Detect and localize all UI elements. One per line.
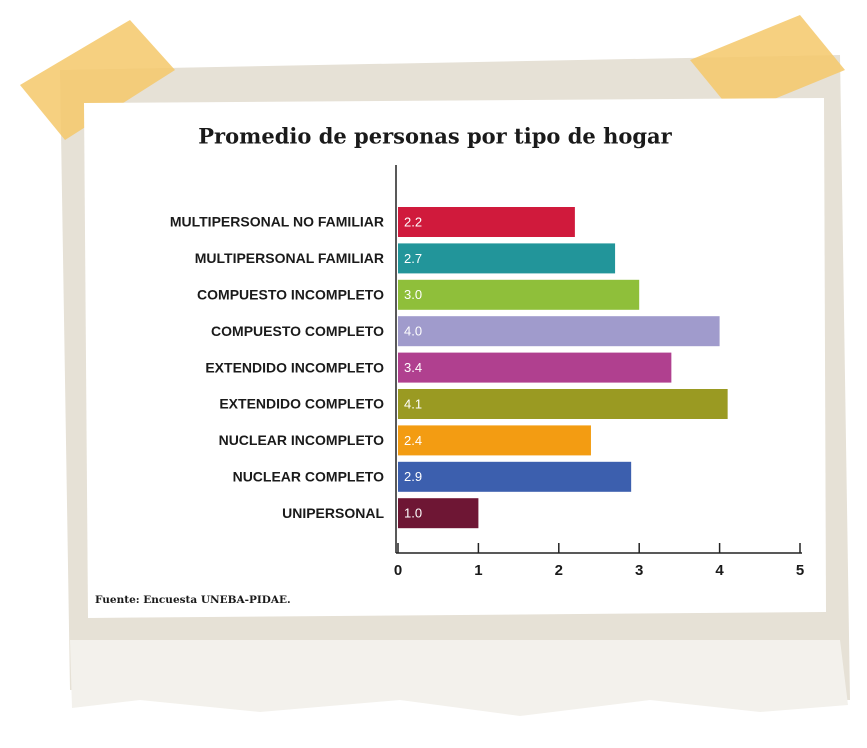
value-label: 1.0	[404, 506, 422, 521]
category-label: COMPUESTO COMPLETO	[211, 323, 384, 339]
x-tick-label: 0	[394, 562, 402, 579]
x-tick-label: 1	[474, 562, 482, 579]
value-label: 4.0	[404, 324, 422, 339]
bar	[398, 353, 671, 383]
value-label: 2.4	[404, 433, 422, 448]
torn-edge	[70, 640, 848, 716]
bar	[398, 243, 615, 273]
category-label: EXTENDIDO COMPLETO	[219, 396, 384, 412]
bar	[398, 280, 639, 310]
x-tick-label: 4	[715, 562, 724, 579]
bar	[398, 462, 631, 492]
category-label: NUCLEAR INCOMPLETO	[219, 432, 385, 448]
bar	[398, 207, 575, 237]
x-tick-label: 2	[555, 562, 563, 579]
chart-title: Promedio de personas por tipo de hogar	[198, 124, 672, 149]
bar	[398, 389, 728, 419]
x-tick-label: 3	[635, 562, 643, 579]
source-note: Fuente: Encuesta UNEBA-PIDAE.	[95, 594, 291, 606]
category-label: MULTIPERSONAL FAMILIAR	[195, 250, 384, 266]
category-label: MULTIPERSONAL NO FAMILIAR	[170, 214, 384, 230]
value-label: 3.0	[404, 287, 422, 302]
category-label: EXTENDIDO INCOMPLETO	[205, 359, 384, 375]
bar	[398, 425, 591, 455]
category-label: UNIPERSONAL	[282, 505, 384, 521]
value-label: 2.2	[404, 214, 422, 229]
value-label: 2.9	[404, 469, 422, 484]
category-label: NUCLEAR COMPLETO	[233, 469, 385, 485]
bar	[398, 316, 720, 346]
category-label: COMPUESTO INCOMPLETO	[197, 287, 384, 303]
x-tick-label: 5	[796, 562, 804, 579]
chart: Promedio de personas por tipo de hogar F…	[0, 0, 867, 748]
value-label: 4.1	[404, 396, 422, 411]
value-label: 3.4	[404, 360, 422, 375]
value-label: 2.7	[404, 251, 422, 266]
